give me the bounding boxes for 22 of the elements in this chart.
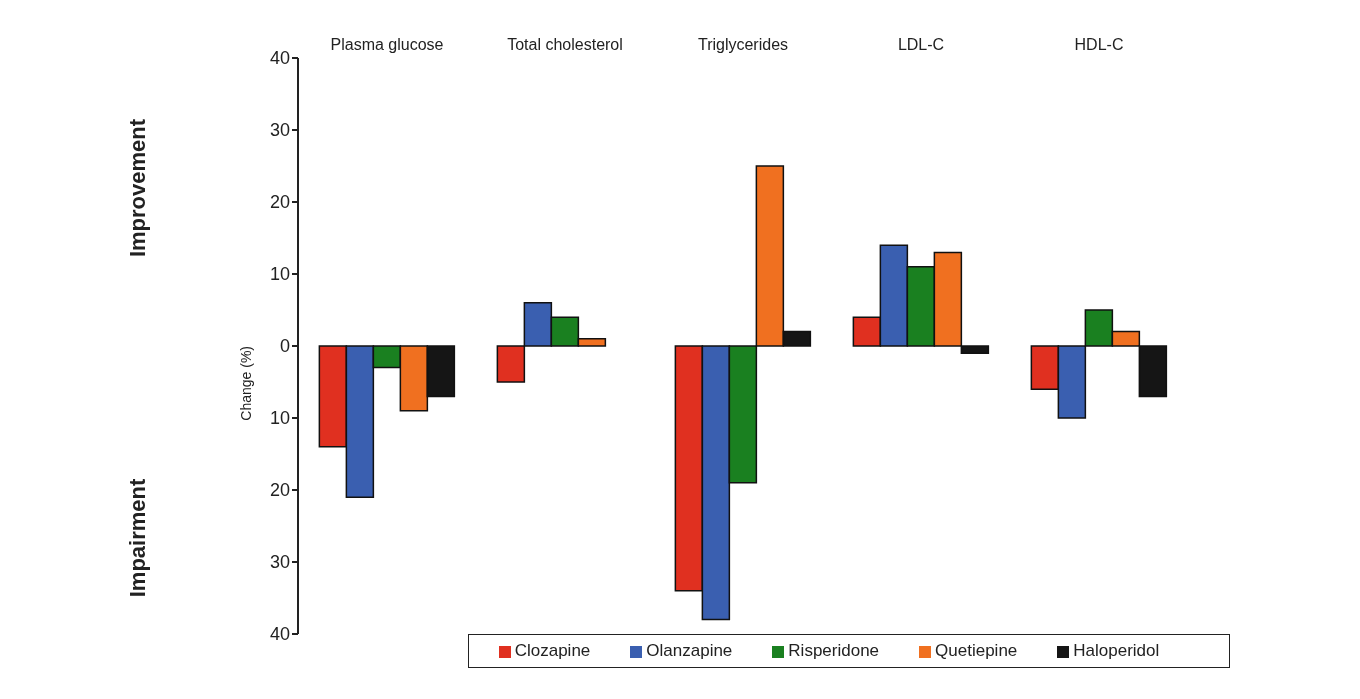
- y-tick-label: 0: [279, 336, 290, 357]
- y-tick-label: 40: [269, 48, 290, 69]
- y-tick-label: 30: [269, 120, 290, 141]
- legend-label: Clozapine: [514, 641, 591, 660]
- legend-label: Olanzapine: [646, 641, 733, 660]
- y-axis-title: Change (%): [237, 346, 254, 421]
- y-tick-label: 10: [269, 264, 290, 285]
- text: Impairment: [125, 478, 151, 598]
- x-tick-label: LDL-C: [897, 36, 945, 53]
- x-tick-label: Triglycerides: [697, 36, 789, 53]
- y-tick-label: 20: [269, 192, 290, 213]
- y-tick-label: 20: [269, 480, 290, 501]
- x-tick-label: Plasma glucose: [330, 36, 444, 53]
- legend-label: Quetiepine: [935, 641, 1018, 660]
- y-tick-label: 30: [269, 552, 290, 573]
- legend-label: Haloperidol: [1073, 641, 1160, 660]
- y-tick-label: 40: [269, 624, 290, 645]
- text: Improvement: [125, 118, 151, 258]
- x-tick-label: HDL-C: [1074, 36, 1124, 53]
- legend-label: Risperidone: [788, 641, 880, 660]
- y-tick-label: 10: [269, 408, 290, 429]
- x-tick-label: Total cholesterol: [507, 36, 623, 53]
